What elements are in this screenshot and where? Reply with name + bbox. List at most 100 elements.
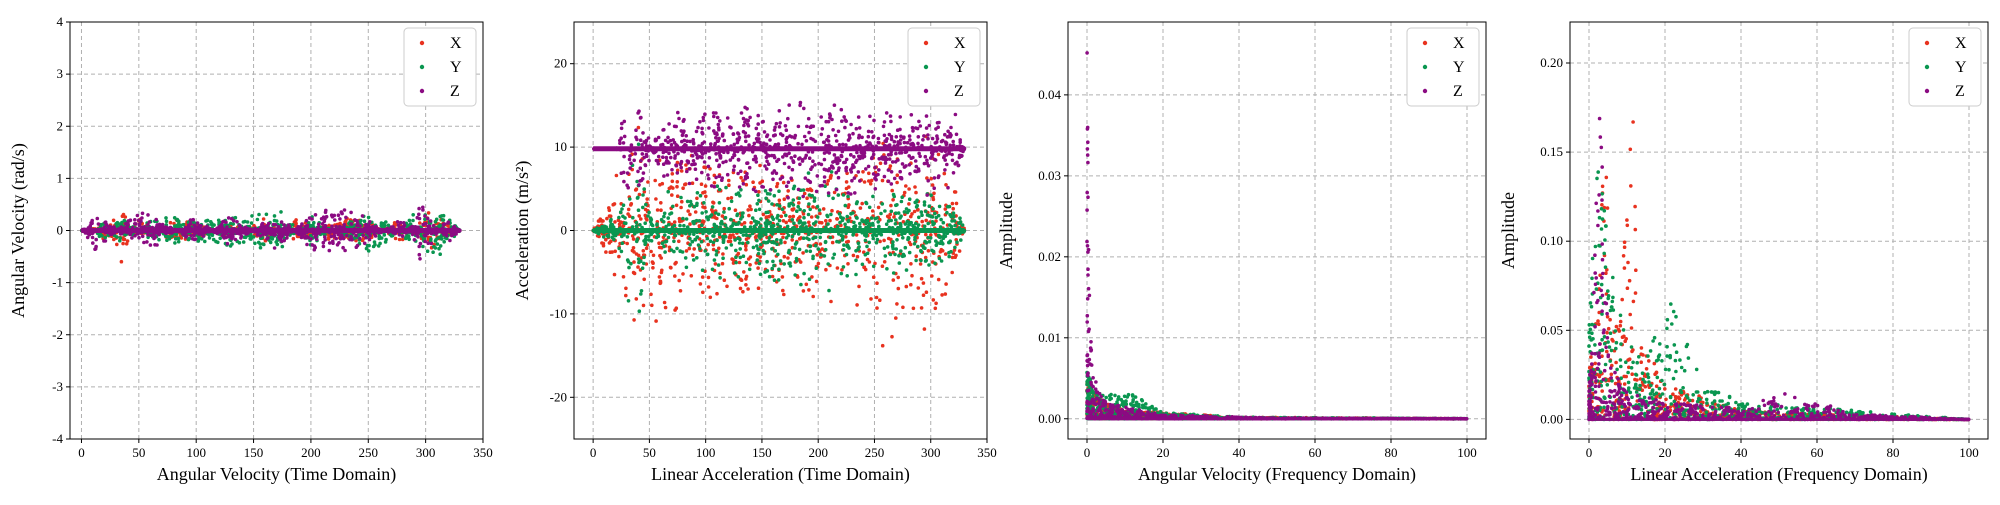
data-point bbox=[878, 298, 882, 302]
data-point bbox=[920, 306, 924, 310]
x-tick-label: 0 bbox=[78, 445, 85, 460]
data-point bbox=[910, 274, 914, 278]
data-point bbox=[875, 241, 879, 245]
data-point bbox=[768, 275, 772, 279]
data-point bbox=[617, 216, 621, 220]
data-point bbox=[676, 194, 680, 198]
data-point bbox=[242, 240, 246, 244]
data-point bbox=[845, 253, 849, 257]
data-point bbox=[667, 122, 671, 126]
data-point bbox=[361, 214, 365, 218]
data-point bbox=[373, 240, 377, 244]
data-point bbox=[625, 242, 629, 246]
data-point bbox=[897, 287, 901, 291]
x-tick-label: 50 bbox=[132, 445, 145, 460]
data-point bbox=[795, 209, 799, 213]
data-point bbox=[112, 238, 116, 242]
data-point bbox=[810, 189, 814, 193]
data-point bbox=[775, 216, 779, 220]
data-point bbox=[273, 214, 277, 218]
data-point bbox=[647, 211, 651, 215]
data-point bbox=[715, 239, 719, 243]
data-point bbox=[924, 259, 928, 263]
data-point bbox=[269, 241, 273, 245]
data-point bbox=[863, 233, 867, 237]
data-point bbox=[751, 216, 755, 220]
data-point bbox=[234, 238, 238, 242]
data-point bbox=[843, 223, 847, 227]
data-point bbox=[678, 224, 682, 228]
data-point bbox=[622, 180, 626, 184]
data-point bbox=[944, 252, 948, 256]
data-point bbox=[933, 176, 937, 180]
data-point bbox=[668, 212, 672, 216]
data-point bbox=[91, 236, 95, 240]
data-point bbox=[723, 278, 727, 282]
data-point bbox=[958, 216, 962, 220]
data-point bbox=[751, 180, 755, 184]
data-point bbox=[776, 253, 780, 257]
data-point bbox=[922, 246, 926, 250]
data-point bbox=[757, 252, 761, 256]
data-point bbox=[601, 219, 605, 223]
data-point bbox=[704, 184, 708, 188]
data-point bbox=[267, 222, 271, 226]
data-point bbox=[629, 203, 633, 207]
data-point bbox=[894, 316, 898, 320]
data-point bbox=[692, 222, 696, 226]
data-point bbox=[331, 241, 335, 245]
data-point bbox=[905, 268, 909, 272]
data-point bbox=[665, 156, 669, 160]
data-point bbox=[954, 190, 958, 194]
data-point bbox=[733, 271, 737, 275]
data-point bbox=[441, 218, 445, 222]
data-point bbox=[827, 191, 831, 195]
data-point bbox=[322, 215, 326, 219]
data-point bbox=[855, 127, 859, 131]
data-point bbox=[681, 186, 685, 190]
data-point bbox=[722, 210, 726, 214]
data-point bbox=[684, 134, 688, 138]
data-point bbox=[740, 111, 744, 115]
data-point bbox=[755, 239, 759, 243]
data-point bbox=[898, 216, 902, 220]
data-point bbox=[836, 225, 840, 229]
data-point bbox=[748, 204, 752, 208]
data-point bbox=[891, 198, 895, 202]
data-point bbox=[154, 218, 158, 222]
data-point bbox=[274, 223, 278, 227]
data-point bbox=[849, 212, 853, 216]
x-tick-label: 200 bbox=[301, 445, 321, 460]
data-point bbox=[814, 244, 818, 248]
data-point bbox=[635, 180, 639, 184]
data-point bbox=[689, 200, 693, 204]
data-point bbox=[816, 215, 820, 219]
data-point bbox=[701, 219, 705, 223]
data-point bbox=[398, 238, 402, 242]
data-point bbox=[282, 223, 286, 227]
data-point bbox=[844, 204, 848, 208]
data-point bbox=[798, 220, 802, 224]
data-point bbox=[870, 179, 874, 183]
data-point bbox=[714, 262, 718, 266]
data-point bbox=[745, 275, 749, 279]
data-point bbox=[721, 214, 725, 218]
data-point bbox=[664, 306, 668, 310]
data-point bbox=[799, 283, 803, 287]
data-point bbox=[746, 287, 750, 291]
data-point bbox=[829, 300, 833, 304]
data-point bbox=[904, 222, 908, 226]
data-point bbox=[818, 212, 822, 216]
data-point bbox=[805, 236, 809, 240]
data-point bbox=[435, 218, 439, 222]
data-point bbox=[192, 224, 196, 228]
data-point bbox=[146, 233, 150, 237]
data-point bbox=[781, 275, 785, 279]
data-point bbox=[238, 225, 242, 229]
data-point bbox=[916, 245, 920, 249]
data-point bbox=[906, 211, 910, 215]
data-point bbox=[913, 242, 917, 246]
data-point bbox=[927, 164, 931, 168]
